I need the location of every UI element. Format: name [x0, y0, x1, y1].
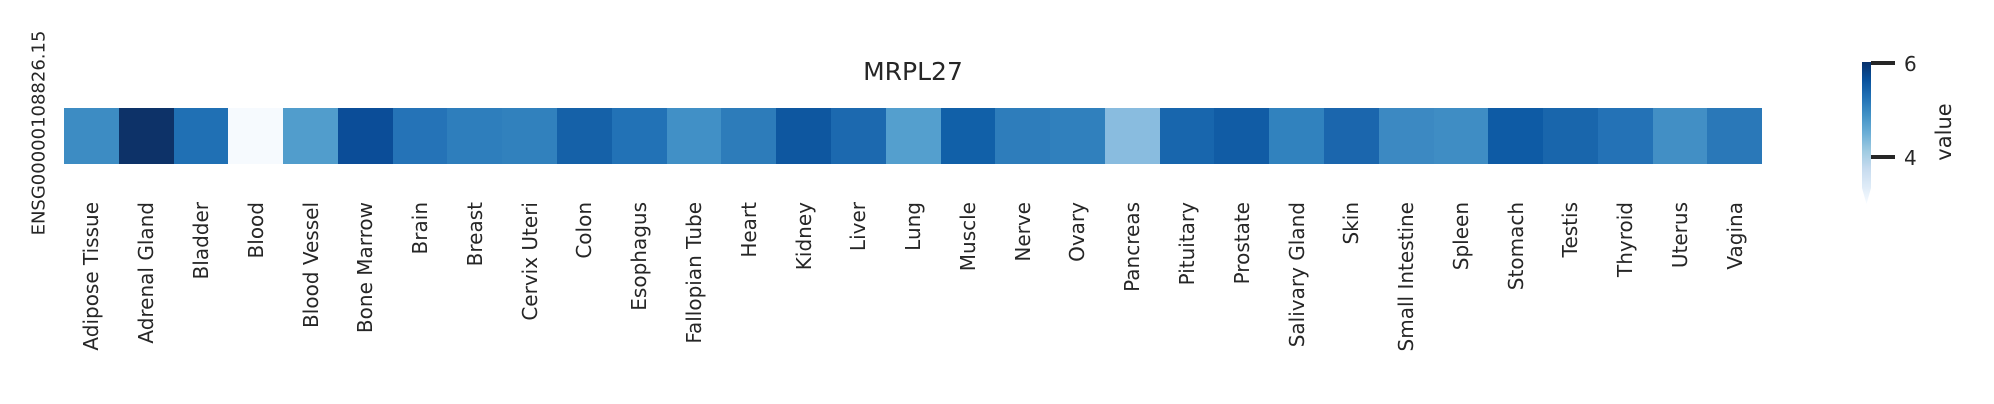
heatmap-cell — [666, 108, 722, 164]
x-tick-label: Spleen — [1448, 202, 1473, 271]
x-tick-label: Small Intestine — [1394, 202, 1419, 352]
heatmap-cell — [885, 108, 941, 164]
heatmap-cell — [611, 108, 667, 164]
heatmap-cell — [1159, 108, 1215, 164]
x-tick-label: Liver — [846, 202, 871, 252]
colorbar-tick-label-6: 6 — [1904, 52, 1917, 76]
colorbar-tick-label-4: 4 — [1904, 146, 1917, 170]
heatmap-cell — [1104, 108, 1160, 164]
x-tick-label: Adrenal Gland — [134, 202, 159, 344]
heatmap-cell — [830, 108, 886, 164]
y-axis-gene-id-label: ENSG00000108826.15 — [28, 30, 50, 236]
x-tick-label: Heart — [736, 202, 761, 258]
heatmap-cell — [64, 108, 119, 164]
x-tick-label: Blood Vessel — [298, 202, 323, 328]
x-tick-label: Breast — [462, 202, 487, 267]
colorbar-tick-mark-6 — [1871, 61, 1895, 65]
chart-title: MRPL27 — [863, 57, 963, 86]
x-tick-label: Adipose Tissue — [79, 202, 104, 351]
heatmap-cell — [1707, 108, 1763, 164]
heatmap-cell — [995, 108, 1051, 164]
x-tick-label: Bladder — [188, 202, 213, 280]
x-tick-label: Lung — [901, 202, 926, 251]
heatmap-row — [64, 108, 1763, 164]
heatmap-cell — [337, 108, 393, 164]
heatmap-cell — [1652, 108, 1708, 164]
heatmap-cell — [447, 108, 503, 164]
x-tick-label: Nerve — [1010, 202, 1035, 262]
heatmap-cell — [283, 108, 338, 164]
heatmap-cell — [557, 108, 612, 164]
x-tick-label: Vagina — [1722, 202, 1747, 270]
x-tick-labels: Adipose Tissue Adrenal Gland Bladder Blood B… — [64, 202, 1762, 398]
colorbar-tick-mark-4 — [1871, 155, 1895, 159]
heatmap-cell — [721, 108, 777, 164]
x-tick-label: Colon — [572, 202, 597, 259]
heatmap-cell — [1543, 108, 1598, 164]
heatmap-cell — [228, 108, 284, 164]
x-tick-label: Kidney — [791, 202, 816, 271]
heatmap-cell — [392, 108, 448, 164]
x-tick-label: Pancreas — [1120, 202, 1145, 292]
x-tick-label: Brain — [408, 202, 433, 255]
x-tick-label: Skin — [1339, 202, 1364, 245]
heatmap-cell — [173, 108, 229, 164]
x-tick-label: Fallopian Tube — [681, 202, 706, 344]
heatmap-cell — [502, 108, 558, 164]
x-tick-label: Bone Marrow — [353, 202, 378, 334]
x-tick-label: Stomach — [1503, 202, 1528, 291]
heatmap-cell — [118, 108, 174, 164]
x-tick-label: Prostate — [1229, 202, 1254, 285]
x-tick-label: Cervix Uteri — [517, 202, 542, 321]
x-tick-label: Blood — [243, 202, 268, 259]
heatmap-cell — [1597, 108, 1653, 164]
x-tick-label: Muscle — [955, 202, 980, 272]
heatmap-cell — [1378, 108, 1434, 164]
x-tick-label: Ovary — [1065, 202, 1090, 262]
heatmap-cell — [1214, 108, 1270, 164]
colorbar-gradient — [1862, 62, 1871, 204]
heatmap-cell — [940, 108, 996, 164]
heatmap-cell — [1488, 108, 1544, 164]
x-tick-label: Salivary Gland — [1284, 202, 1309, 348]
heatmap-cell — [776, 108, 831, 164]
x-tick-label: Thyroid — [1613, 202, 1638, 277]
heatmap-cell — [1433, 108, 1489, 164]
x-tick-label: Pituitary — [1175, 202, 1200, 286]
x-tick-label: Uterus — [1668, 202, 1693, 269]
colorbar-axis-label: value — [1932, 103, 1956, 161]
heatmap-cell — [1050, 108, 1105, 164]
x-tick-label: Esophagus — [627, 202, 652, 311]
heatmap-cell — [1323, 108, 1379, 164]
heatmap-cell — [1269, 108, 1324, 164]
x-tick-label: Testis — [1558, 202, 1583, 258]
